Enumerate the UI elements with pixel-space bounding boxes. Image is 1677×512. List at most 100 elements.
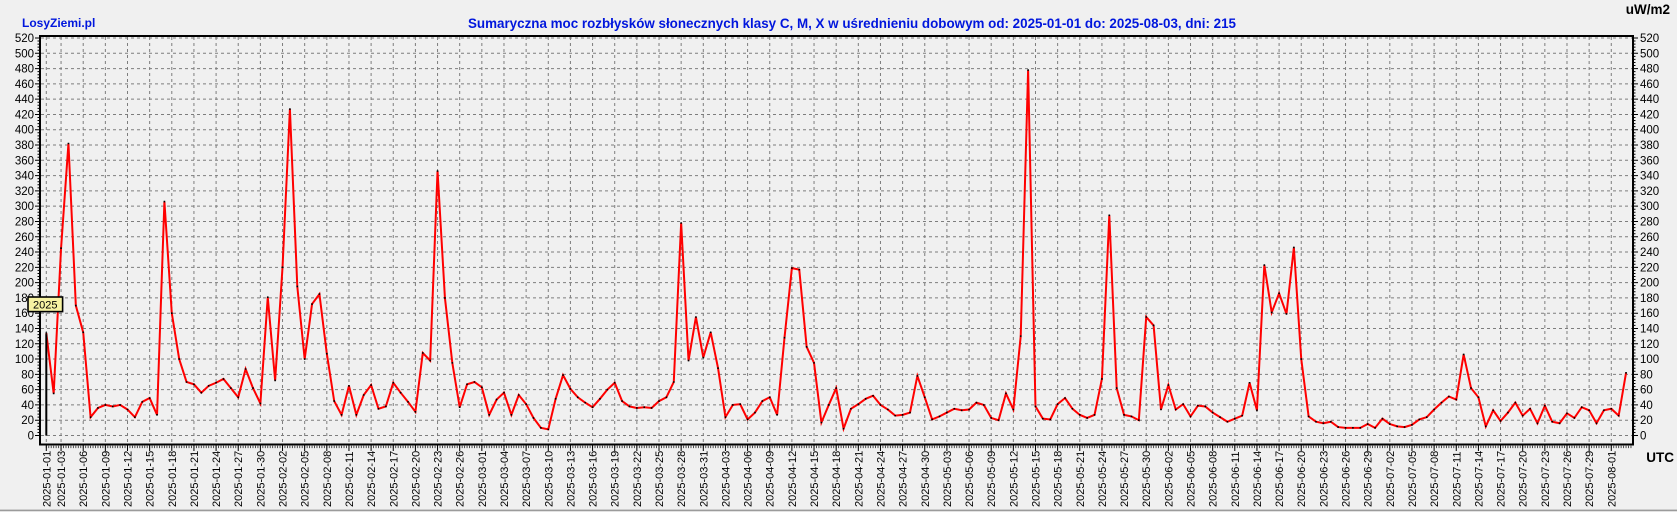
- svg-text:200: 200: [15, 278, 34, 290]
- svg-text:2025-03-31: 2025-03-31: [698, 451, 710, 507]
- svg-text:2025-01-12: 2025-01-12: [123, 451, 135, 507]
- svg-text:2025-03-01: 2025-03-01: [477, 451, 489, 507]
- svg-text:360: 360: [1640, 155, 1659, 167]
- svg-text:2025-07-05: 2025-07-05: [1407, 451, 1419, 507]
- svg-text:2025-05-15: 2025-05-15: [1030, 451, 1042, 507]
- svg-text:2025-07-20: 2025-07-20: [1518, 451, 1530, 507]
- svg-text:40: 40: [21, 400, 34, 412]
- svg-text:300: 300: [15, 201, 34, 213]
- svg-text:LosyZiemi.pl: LosyZiemi.pl: [22, 16, 95, 30]
- svg-text:2025-02-02: 2025-02-02: [278, 451, 290, 507]
- svg-text:2025-05-03: 2025-05-03: [942, 451, 954, 507]
- svg-text:140: 140: [15, 324, 34, 336]
- svg-text:80: 80: [1640, 369, 1653, 381]
- svg-text:2025-05-06: 2025-05-06: [964, 451, 976, 507]
- svg-text:2025-06-23: 2025-06-23: [1318, 451, 1330, 507]
- svg-text:220: 220: [1640, 262, 1659, 274]
- svg-text:2025-07-08: 2025-07-08: [1429, 451, 1441, 507]
- svg-text:60: 60: [1640, 385, 1653, 397]
- svg-text:20: 20: [1640, 415, 1653, 427]
- svg-text:2025-01-27: 2025-01-27: [233, 451, 245, 507]
- svg-text:420: 420: [1640, 109, 1659, 121]
- svg-text:2025-07-29: 2025-07-29: [1584, 451, 1596, 507]
- svg-text:480: 480: [15, 64, 34, 76]
- svg-text:2025-01-24: 2025-01-24: [211, 451, 223, 507]
- svg-text:2025-03-22: 2025-03-22: [632, 451, 644, 507]
- svg-text:360: 360: [15, 155, 34, 167]
- svg-text:140: 140: [1640, 324, 1659, 336]
- svg-text:2025-08-01: 2025-08-01: [1606, 451, 1618, 507]
- svg-text:2025-01-15: 2025-01-15: [145, 451, 157, 507]
- svg-text:2025-04-15: 2025-04-15: [809, 451, 821, 507]
- svg-text:2025-04-03: 2025-04-03: [720, 451, 732, 507]
- svg-text:400: 400: [1640, 125, 1659, 137]
- svg-text:2025-07-11: 2025-07-11: [1451, 452, 1463, 507]
- svg-text:2025-05-18: 2025-05-18: [1053, 451, 1065, 507]
- svg-text:2025-07-26: 2025-07-26: [1562, 451, 1574, 507]
- svg-text:120: 120: [1640, 339, 1659, 351]
- svg-text:2025-02-11: 2025-02-11: [344, 452, 356, 507]
- svg-text:2025-02-20: 2025-02-20: [410, 451, 422, 507]
- svg-text:100: 100: [1640, 354, 1659, 366]
- svg-text:20: 20: [21, 415, 34, 427]
- svg-text:400: 400: [15, 125, 34, 137]
- svg-text:2025-04-18: 2025-04-18: [831, 451, 843, 507]
- svg-text:2025-06-11: 2025-06-11: [1230, 452, 1242, 507]
- svg-text:2025-06-14: 2025-06-14: [1252, 451, 1264, 507]
- svg-text:2025-01-09: 2025-01-09: [100, 451, 112, 507]
- svg-text:260: 260: [15, 232, 34, 244]
- svg-text:100: 100: [15, 354, 34, 366]
- svg-text:240: 240: [1640, 247, 1659, 259]
- svg-text:420: 420: [15, 109, 34, 121]
- svg-text:2025-01-18: 2025-01-18: [167, 451, 179, 507]
- svg-text:200: 200: [1640, 278, 1659, 290]
- svg-text:2025-07-14: 2025-07-14: [1473, 451, 1485, 507]
- svg-text:2025-03-19: 2025-03-19: [610, 451, 622, 507]
- svg-text:2025-01-01: 2025-01-01: [41, 451, 53, 507]
- svg-text:320: 320: [15, 186, 34, 198]
- svg-text:2025-07-02: 2025-07-02: [1385, 451, 1397, 507]
- svg-text:2025: 2025: [33, 300, 57, 312]
- svg-text:440: 440: [15, 94, 34, 106]
- svg-text:0: 0: [1640, 431, 1646, 443]
- svg-text:2025-04-27: 2025-04-27: [898, 451, 910, 507]
- svg-text:2025-06-20: 2025-06-20: [1296, 451, 1308, 507]
- svg-text:280: 280: [15, 217, 34, 229]
- svg-text:2025-01-30: 2025-01-30: [255, 451, 267, 507]
- svg-text:2025-03-13: 2025-03-13: [565, 451, 577, 507]
- svg-text:340: 340: [15, 171, 34, 183]
- svg-text:380: 380: [15, 140, 34, 152]
- svg-text:2025-07-17: 2025-07-17: [1496, 451, 1508, 507]
- svg-text:2025-06-02: 2025-06-02: [1163, 451, 1175, 507]
- svg-text:2025-01-03: 2025-01-03: [56, 451, 68, 507]
- svg-text:440: 440: [1640, 94, 1659, 106]
- svg-text:520: 520: [1640, 33, 1659, 45]
- svg-text:460: 460: [15, 79, 34, 91]
- svg-text:2025-03-28: 2025-03-28: [676, 451, 688, 507]
- svg-text:220: 220: [15, 262, 34, 274]
- svg-text:260: 260: [1640, 232, 1659, 244]
- svg-text:2025-02-08: 2025-02-08: [322, 451, 334, 507]
- svg-text:240: 240: [15, 247, 34, 259]
- svg-text:uW/m2: uW/m2: [1626, 2, 1670, 17]
- svg-text:2025-02-14: 2025-02-14: [366, 451, 378, 507]
- svg-text:2025-03-25: 2025-03-25: [654, 451, 666, 507]
- svg-text:Sumaryczna moc rozbłysków słon: Sumaryczna moc rozbłysków słonecznych kl…: [468, 16, 1237, 31]
- svg-text:0: 0: [28, 431, 34, 443]
- svg-text:2025-06-26: 2025-06-26: [1341, 451, 1353, 507]
- svg-text:UTC: UTC: [1646, 450, 1674, 465]
- svg-text:2025-02-05: 2025-02-05: [300, 451, 312, 507]
- svg-text:2025-04-30: 2025-04-30: [920, 451, 932, 507]
- svg-text:60: 60: [21, 385, 34, 397]
- svg-text:2025-05-24: 2025-05-24: [1097, 451, 1109, 507]
- svg-text:460: 460: [1640, 79, 1659, 91]
- svg-text:2025-06-29: 2025-06-29: [1363, 451, 1375, 507]
- svg-text:320: 320: [1640, 186, 1659, 198]
- svg-text:520: 520: [15, 33, 34, 45]
- svg-text:2025-02-26: 2025-02-26: [455, 451, 467, 507]
- svg-text:2025-03-10: 2025-03-10: [543, 451, 555, 507]
- svg-text:2025-04-06: 2025-04-06: [743, 451, 755, 507]
- svg-text:2025-05-21: 2025-05-21: [1075, 451, 1087, 507]
- svg-text:2025-05-30: 2025-05-30: [1141, 451, 1153, 507]
- svg-text:2025-02-23: 2025-02-23: [433, 451, 445, 507]
